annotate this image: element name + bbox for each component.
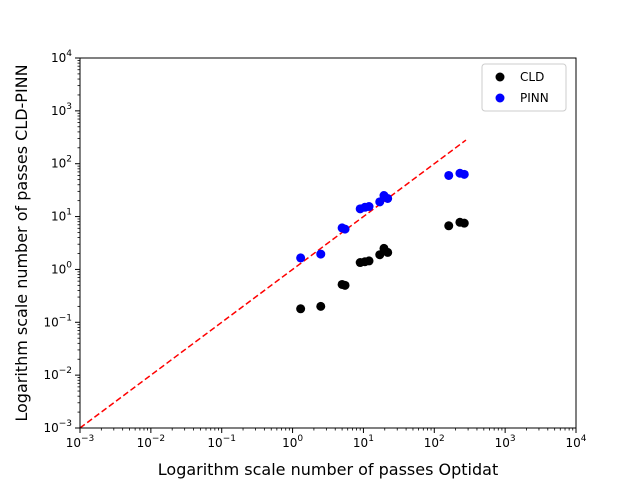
y-tick-label: 10−3 [43,419,72,435]
legend: CLD PINN [481,63,567,112]
x-tick-label: 104 [565,434,586,450]
point-pinn-3 [340,224,350,234]
series-cld [296,217,469,314]
legend-label-pinn: PINN [520,91,549,105]
y-tick-label: 10−2 [43,366,72,382]
x-tick-label: 101 [353,434,374,450]
point-pinn-9 [383,193,393,203]
point-cld-9 [383,247,393,257]
axis-ticks: 10−3 10−2 10−1 100 101 102 103 104 10−3 10−2 10−1 1… [43,49,586,450]
y-tick-label: 101 [51,208,72,224]
x-tick-label: 10−1 [207,434,236,450]
x-axis-label: Logarithm scale number of passes Optidat [158,460,498,479]
plot-frame [79,57,577,429]
point-cld-3 [340,280,350,290]
y-tick-label: 104 [51,49,72,65]
point-cld-7 [375,250,385,260]
point-pinn-0 [296,253,306,263]
point-cld-12 [459,218,469,228]
legend-marker-cld [495,72,505,82]
y-tick-label: 102 [51,155,72,171]
x-tick-label: 10−2 [137,434,166,450]
point-pinn-1 [316,249,326,259]
x-tick-label: 100 [282,434,303,450]
point-pinn-12 [459,169,469,179]
series-pinn [296,168,469,263]
y-axis-label: Logarithm scale number of passes CLD-PIN… [12,64,31,421]
y-tick-label: 10−1 [43,313,72,329]
point-cld-10 [444,221,454,231]
x-tick-label: 10−3 [66,434,95,450]
point-cld-0 [296,304,306,314]
x-tick-label: 103 [495,434,516,450]
y-tick-label: 100 [51,260,72,276]
point-pinn-10 [444,170,454,180]
reference-line [79,139,467,429]
point-pinn-7 [375,197,385,207]
y-tick-label: 103 [51,102,72,118]
legend-label-cld: CLD [520,70,544,84]
legend-marker-pinn [495,93,505,103]
chart-marks [79,139,469,429]
point-cld-6 [364,256,374,266]
x-tick-label: 102 [424,434,445,450]
point-cld-1 [316,301,326,311]
point-pinn-6 [364,202,374,212]
